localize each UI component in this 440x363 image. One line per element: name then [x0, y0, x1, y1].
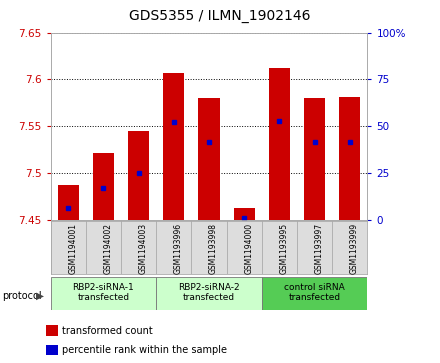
- Bar: [51, 277, 156, 310]
- Text: GSM1194003: GSM1194003: [139, 223, 147, 274]
- Text: GSM1193997: GSM1193997: [315, 223, 323, 274]
- Bar: [156, 277, 262, 310]
- Text: control siRNA
transfected: control siRNA transfected: [284, 283, 345, 302]
- Bar: [339, 97, 360, 220]
- Text: GSM1193995: GSM1193995: [279, 223, 288, 274]
- Bar: [269, 68, 290, 220]
- Text: GSM1193998: GSM1193998: [209, 223, 218, 274]
- Text: GSM1194002: GSM1194002: [103, 223, 112, 274]
- Text: transformed count: transformed count: [62, 326, 153, 336]
- Text: RBP2-siRNA-1
transfected: RBP2-siRNA-1 transfected: [73, 283, 134, 302]
- Text: GSM1194000: GSM1194000: [244, 223, 253, 274]
- Bar: [198, 98, 220, 220]
- Bar: [58, 185, 79, 220]
- Text: percentile rank within the sample: percentile rank within the sample: [62, 345, 227, 355]
- Bar: [46, 344, 58, 355]
- Bar: [262, 277, 367, 310]
- Text: GSM1194001: GSM1194001: [68, 223, 77, 274]
- Bar: [163, 73, 184, 220]
- Text: protocol: protocol: [2, 291, 42, 301]
- Text: GSM1193999: GSM1193999: [350, 223, 359, 274]
- Bar: [304, 98, 325, 220]
- Text: ▶: ▶: [36, 291, 44, 301]
- Bar: [93, 153, 114, 220]
- Text: GDS5355 / ILMN_1902146: GDS5355 / ILMN_1902146: [129, 9, 311, 23]
- Bar: [234, 208, 255, 220]
- Text: RBP2-siRNA-2
transfected: RBP2-siRNA-2 transfected: [178, 283, 240, 302]
- Bar: [46, 325, 58, 336]
- Bar: [128, 131, 149, 220]
- Text: GSM1193996: GSM1193996: [174, 223, 183, 274]
